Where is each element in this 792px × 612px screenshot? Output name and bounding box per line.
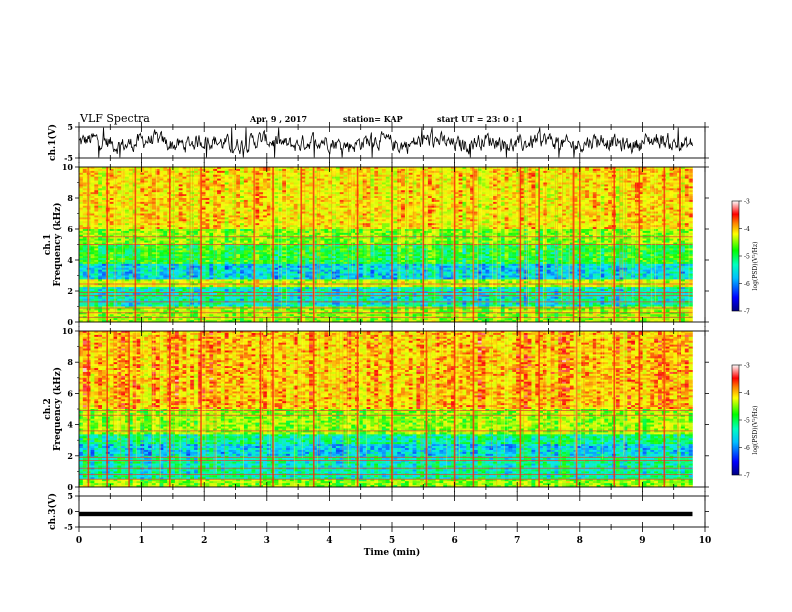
x-axis-label: Time (min) — [364, 547, 421, 558]
ch3-waveform-panel: 5 0 -5 — [64, 491, 709, 532]
colorbar-tick-label: -3 — [744, 363, 750, 370]
y-tick-label: -5 — [64, 153, 73, 163]
colorbar-tick-label: -6 — [744, 281, 750, 288]
y-tick-label: 6 — [67, 224, 73, 234]
x-ticks — [78, 326, 706, 492]
y-tick-label: 2 — [67, 451, 73, 461]
colorbar-tick-label: -4 — [744, 390, 750, 397]
station-label: station= KAP — [343, 114, 403, 124]
noise-overlay — [79, 331, 693, 487]
colorbar-tick-label: -6 — [744, 445, 750, 452]
y-tick-label: 6 — [67, 388, 73, 398]
x-tick-label: 7 — [514, 536, 520, 546]
y-tick-label: 5 — [67, 122, 73, 132]
x-ticks — [78, 491, 706, 532]
x-tick-label: 10 — [699, 536, 712, 546]
ch2-spectrogram-panel: 0 2 4 6 8 10 -3 -4 -5 -6 -7 log(PSD)(V²/Hz) — [62, 326, 759, 492]
y-tick-label: 4 — [67, 420, 73, 430]
noise-overlay — [79, 167, 693, 322]
x-tick-label: 6 — [451, 536, 457, 546]
y-tick-label: 10 — [62, 326, 74, 336]
ch1-waveform-panel: 5 -5 — [64, 122, 709, 163]
y-axis-label: ch.1 — [43, 234, 53, 255]
y-tick-label: 0 — [67, 507, 73, 517]
date-label: Apr. 9 , 2017 — [250, 114, 307, 124]
x-tick-label: 0 — [76, 536, 82, 546]
y-axis-label: ch.3(V) — [47, 493, 58, 530]
y-tick-label: 0 — [67, 317, 73, 327]
x-tick-label: 5 — [389, 536, 395, 546]
start-time-label: start UT = 23: 0 : 1 — [437, 114, 523, 124]
colorbar-tick-label: -7 — [744, 473, 750, 480]
colorbar: -3 -4 -5 -6 -7 log(PSD)(V²/Hz) — [731, 199, 759, 316]
ch3-trace — [79, 511, 693, 517]
y-tick-label: 2 — [67, 286, 73, 296]
y-tick-label: 5 — [67, 491, 73, 501]
y-axis-label: Frequency (kHz) — [52, 367, 63, 451]
ch1-spectrogram-panel: 0 2 4 6 8 10 -3 -4 -5 -6 -7 log(PSD)(V²/Hz) — [62, 162, 759, 327]
y-tick-label: -5 — [64, 522, 73, 532]
colorbar-tick-label: -3 — [744, 199, 750, 206]
y-axis-label: Frequency (kHz) — [52, 202, 63, 286]
colorbar: -3 -4 -5 -6 -7 log(PSD)(V²/Hz) — [731, 363, 759, 480]
colorbar-tick-label: -4 — [744, 226, 750, 233]
y-tick-label: 10 — [62, 162, 74, 172]
colorbar-tick-label: -7 — [744, 309, 750, 316]
colorbar-tick-label: -5 — [744, 254, 750, 261]
y-axis-label: ch.1(V) — [47, 124, 58, 161]
y-tick-label: 8 — [67, 193, 73, 203]
figure-title: VLF Spectra — [80, 112, 150, 125]
colorbar-label: log(PSD)(V²/Hz) — [752, 242, 759, 291]
x-tick-label: 3 — [264, 536, 270, 546]
y-tick-label: 4 — [67, 255, 73, 265]
y-tick-label: 8 — [67, 357, 73, 367]
x-tick-label: 4 — [326, 536, 332, 546]
y-axis-label: ch.2 — [43, 398, 53, 419]
colorbar-label: log(PSD)(V²/Hz) — [752, 406, 759, 455]
y-tick-label: 0 — [67, 482, 73, 492]
x-tick-label: 2 — [201, 536, 207, 546]
ch1-trace — [78, 127, 693, 158]
x-tick-label: 1 — [138, 536, 144, 546]
colorbar-tick-label: -5 — [744, 418, 750, 425]
x-tick-label: 8 — [577, 536, 583, 546]
x-tick-label: 9 — [639, 536, 645, 546]
